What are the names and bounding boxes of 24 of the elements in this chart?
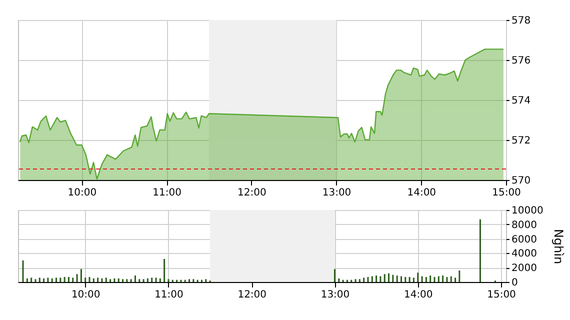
y-tick-label: 2000 [512, 263, 537, 274]
x-tick-label: 15:00 [487, 290, 516, 300]
y-tick-label: 0 [512, 278, 518, 288]
x-tick-label: 12:00 [237, 188, 266, 198]
y-tick-label: 4000 [512, 248, 537, 260]
x-tick-label: 15:00 [492, 188, 521, 198]
y-tick-label: 6000 [512, 234, 537, 246]
y-tick-label: 574 [512, 96, 531, 106]
x-tick-label: 11:00 [152, 188, 182, 198]
x-tick-label: 14:00 [404, 290, 433, 300]
x-tick-label: 11:00 [154, 290, 184, 300]
y-axis-title: Nghìn [551, 228, 566, 264]
x-tick-label: 10:00 [68, 188, 97, 198]
y-tick-label: 572 [512, 136, 531, 146]
y-tick-label: 578 [512, 16, 531, 26]
y-tick-label: 10000 [512, 206, 544, 216]
x-tick-label: 13:00 [320, 290, 350, 300]
x-tick-label: 13:00 [322, 188, 352, 198]
y-tick-label: 8000 [512, 220, 537, 231]
y-tick-label: 576 [512, 56, 531, 66]
x-tick-label: 12:00 [238, 290, 267, 300]
y-tick-label: 570 [512, 176, 531, 186]
x-tick-label: 14:00 [407, 188, 436, 198]
x-tick-label: 10:00 [71, 290, 100, 300]
